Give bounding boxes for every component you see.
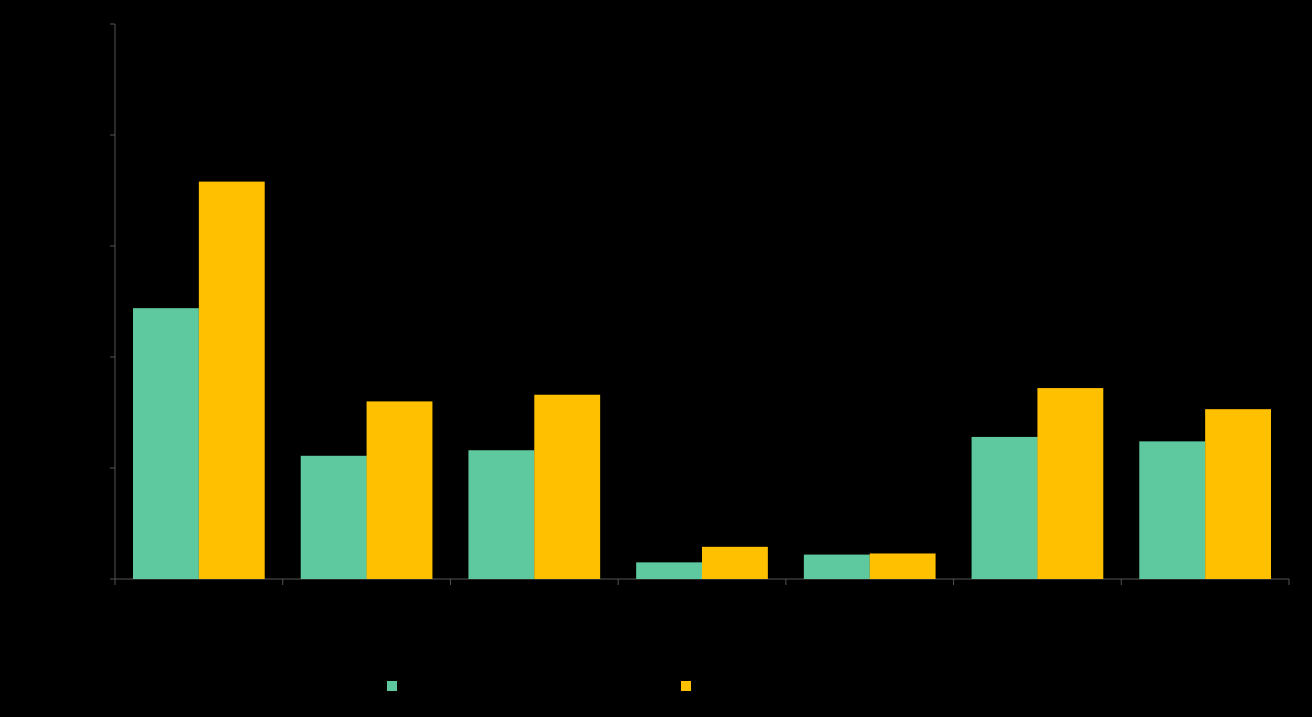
bar bbox=[636, 562, 702, 579]
bar bbox=[971, 436, 1038, 579]
bar bbox=[300, 455, 367, 579]
bar bbox=[869, 553, 936, 579]
bar bbox=[468, 450, 535, 579]
legend-marker bbox=[681, 681, 691, 691]
bar bbox=[1139, 441, 1206, 579]
bar bbox=[1037, 388, 1104, 579]
bar bbox=[702, 546, 768, 579]
bar bbox=[133, 308, 199, 579]
bar bbox=[1205, 409, 1271, 579]
bar bbox=[366, 401, 433, 579]
bar bbox=[534, 394, 601, 579]
bar bbox=[198, 181, 265, 579]
legend-marker bbox=[387, 681, 397, 691]
bar bbox=[803, 554, 870, 579]
